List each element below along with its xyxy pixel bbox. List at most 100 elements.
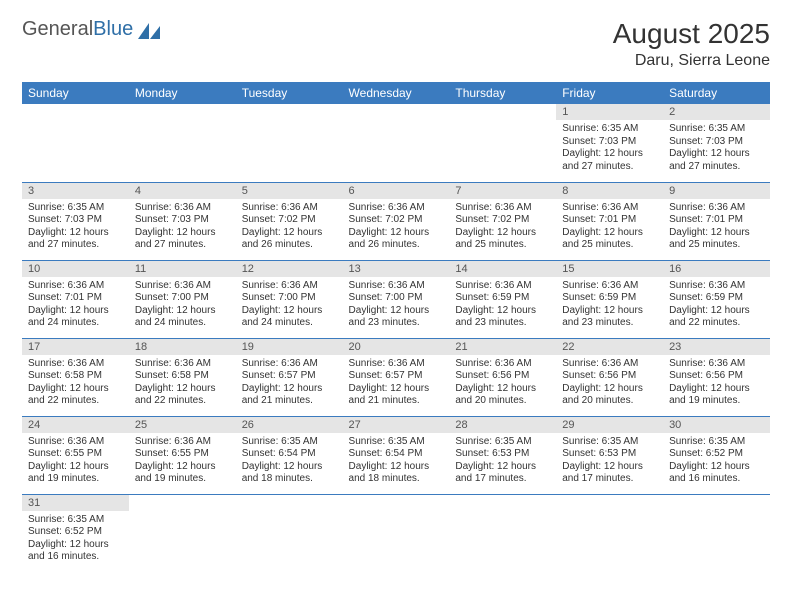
sunset-text: Sunset: 7:00 PM [135, 292, 230, 305]
daylight-line-1: Daylight: 12 hours [455, 461, 550, 474]
daylight-line-2: and 20 minutes. [562, 395, 657, 408]
weekday-header: Friday [556, 82, 663, 104]
day-number: 31 [22, 495, 129, 511]
sunrise-text: Sunrise: 6:36 AM [669, 358, 764, 371]
daylight-line-1: Daylight: 12 hours [455, 305, 550, 318]
title-block: August 2025 Daru, Sierra Leone [613, 18, 770, 70]
calendar-cell: 8Sunrise: 6:36 AMSunset: 7:01 PMDaylight… [556, 182, 663, 260]
daylight-line-1: Daylight: 12 hours [242, 383, 337, 396]
daylight-line-2: and 24 minutes. [135, 317, 230, 330]
sunrise-text: Sunrise: 6:36 AM [562, 280, 657, 293]
day-details: Sunrise: 6:36 AMSunset: 6:58 PMDaylight:… [22, 355, 129, 412]
daylight-line-1: Daylight: 12 hours [669, 305, 764, 318]
calendar-cell: 10Sunrise: 6:36 AMSunset: 7:01 PMDayligh… [22, 260, 129, 338]
weekday-header-row: Sunday Monday Tuesday Wednesday Thursday… [22, 82, 770, 104]
daylight-line-1: Daylight: 12 hours [349, 383, 444, 396]
sunrise-text: Sunrise: 6:36 AM [562, 358, 657, 371]
calendar-cell: 23Sunrise: 6:36 AMSunset: 6:56 PMDayligh… [663, 338, 770, 416]
calendar-cell [449, 104, 556, 182]
calendar-cell: 26Sunrise: 6:35 AMSunset: 6:54 PMDayligh… [236, 416, 343, 494]
sunrise-text: Sunrise: 6:35 AM [242, 436, 337, 449]
sunset-text: Sunset: 7:02 PM [455, 214, 550, 227]
calendar-cell: 31Sunrise: 6:35 AMSunset: 6:52 PMDayligh… [22, 494, 129, 572]
sunrise-text: Sunrise: 6:36 AM [455, 358, 550, 371]
sunrise-text: Sunrise: 6:36 AM [455, 280, 550, 293]
day-number: 10 [22, 261, 129, 277]
weekday-header: Sunday [22, 82, 129, 104]
daylight-line-2: and 26 minutes. [349, 239, 444, 252]
calendar-cell: 16Sunrise: 6:36 AMSunset: 6:59 PMDayligh… [663, 260, 770, 338]
calendar-cell: 19Sunrise: 6:36 AMSunset: 6:57 PMDayligh… [236, 338, 343, 416]
sunset-text: Sunset: 7:03 PM [135, 214, 230, 227]
day-number: 20 [343, 339, 450, 355]
sunrise-text: Sunrise: 6:35 AM [669, 436, 764, 449]
day-details: Sunrise: 6:35 AMSunset: 6:54 PMDaylight:… [236, 433, 343, 490]
daylight-line-2: and 27 minutes. [28, 239, 123, 252]
sunset-text: Sunset: 6:53 PM [562, 448, 657, 461]
day-details: Sunrise: 6:36 AMSunset: 7:03 PMDaylight:… [129, 199, 236, 256]
daylight-line-1: Daylight: 12 hours [669, 148, 764, 161]
sunset-text: Sunset: 6:56 PM [455, 370, 550, 383]
daylight-line-2: and 27 minutes. [669, 161, 764, 174]
calendar-cell: 13Sunrise: 6:36 AMSunset: 7:00 PMDayligh… [343, 260, 450, 338]
daylight-line-1: Daylight: 12 hours [28, 227, 123, 240]
day-number: 27 [343, 417, 450, 433]
logo-text-general: General [22, 18, 93, 41]
calendar-cell [236, 494, 343, 572]
calendar-cell: 18Sunrise: 6:36 AMSunset: 6:58 PMDayligh… [129, 338, 236, 416]
sunset-text: Sunset: 6:57 PM [349, 370, 444, 383]
day-number: 19 [236, 339, 343, 355]
location: Daru, Sierra Leone [613, 52, 770, 70]
sail-icon [138, 23, 160, 39]
daylight-line-1: Daylight: 12 hours [455, 227, 550, 240]
daylight-line-2: and 24 minutes. [242, 317, 337, 330]
weekday-header: Wednesday [343, 82, 450, 104]
calendar-cell [22, 104, 129, 182]
calendar-cell [449, 494, 556, 572]
daylight-line-1: Daylight: 12 hours [135, 383, 230, 396]
calendar-cell: 7Sunrise: 6:36 AMSunset: 7:02 PMDaylight… [449, 182, 556, 260]
sunset-text: Sunset: 7:00 PM [242, 292, 337, 305]
sunrise-text: Sunrise: 6:36 AM [242, 202, 337, 215]
daylight-line-1: Daylight: 12 hours [349, 461, 444, 474]
sunrise-text: Sunrise: 6:36 AM [455, 202, 550, 215]
daylight-line-1: Daylight: 12 hours [135, 305, 230, 318]
calendar-cell: 9Sunrise: 6:36 AMSunset: 7:01 PMDaylight… [663, 182, 770, 260]
day-number: 29 [556, 417, 663, 433]
daylight-line-1: Daylight: 12 hours [562, 461, 657, 474]
sunrise-text: Sunrise: 6:36 AM [349, 358, 444, 371]
daylight-line-1: Daylight: 12 hours [349, 227, 444, 240]
calendar-cell: 12Sunrise: 6:36 AMSunset: 7:00 PMDayligh… [236, 260, 343, 338]
day-number: 16 [663, 261, 770, 277]
daylight-line-1: Daylight: 12 hours [669, 383, 764, 396]
calendar-cell: 22Sunrise: 6:36 AMSunset: 6:56 PMDayligh… [556, 338, 663, 416]
daylight-line-1: Daylight: 12 hours [28, 305, 123, 318]
sunset-text: Sunset: 7:03 PM [562, 136, 657, 149]
day-details: Sunrise: 6:36 AMSunset: 6:59 PMDaylight:… [556, 277, 663, 334]
sunset-text: Sunset: 6:56 PM [562, 370, 657, 383]
sunrise-text: Sunrise: 6:36 AM [135, 358, 230, 371]
sunrise-text: Sunrise: 6:35 AM [455, 436, 550, 449]
sunset-text: Sunset: 6:52 PM [669, 448, 764, 461]
daylight-line-1: Daylight: 12 hours [135, 227, 230, 240]
calendar-week-row: 17Sunrise: 6:36 AMSunset: 6:58 PMDayligh… [22, 338, 770, 416]
calendar-cell: 28Sunrise: 6:35 AMSunset: 6:53 PMDayligh… [449, 416, 556, 494]
daylight-line-2: and 24 minutes. [28, 317, 123, 330]
day-details: Sunrise: 6:35 AMSunset: 6:53 PMDaylight:… [556, 433, 663, 490]
day-details: Sunrise: 6:35 AMSunset: 7:03 PMDaylight:… [22, 199, 129, 256]
day-details: Sunrise: 6:36 AMSunset: 7:02 PMDaylight:… [236, 199, 343, 256]
calendar-cell: 2Sunrise: 6:35 AMSunset: 7:03 PMDaylight… [663, 104, 770, 182]
calendar-table: Sunday Monday Tuesday Wednesday Thursday… [22, 82, 770, 572]
daylight-line-2: and 23 minutes. [562, 317, 657, 330]
sunset-text: Sunset: 6:57 PM [242, 370, 337, 383]
calendar-cell: 6Sunrise: 6:36 AMSunset: 7:02 PMDaylight… [343, 182, 450, 260]
daylight-line-2: and 22 minutes. [669, 317, 764, 330]
daylight-line-2: and 27 minutes. [562, 161, 657, 174]
calendar-week-row: 1Sunrise: 6:35 AMSunset: 7:03 PMDaylight… [22, 104, 770, 182]
calendar-cell [663, 494, 770, 572]
day-details: Sunrise: 6:35 AMSunset: 7:03 PMDaylight:… [663, 120, 770, 177]
calendar-cell: 29Sunrise: 6:35 AMSunset: 6:53 PMDayligh… [556, 416, 663, 494]
daylight-line-1: Daylight: 12 hours [242, 461, 337, 474]
calendar-cell: 4Sunrise: 6:36 AMSunset: 7:03 PMDaylight… [129, 182, 236, 260]
sunset-text: Sunset: 6:58 PM [135, 370, 230, 383]
